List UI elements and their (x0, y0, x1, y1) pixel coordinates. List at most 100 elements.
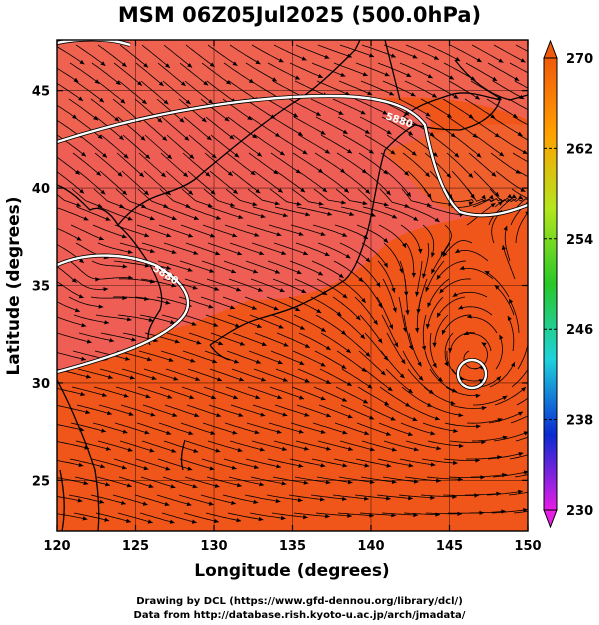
streamline (246, 422, 282, 434)
streamline (361, 44, 397, 58)
streamline (73, 116, 103, 140)
streamline (452, 291, 488, 298)
streamline-arrowhead (257, 152, 262, 157)
streamline (223, 458, 259, 469)
streamline-arrowhead (358, 277, 363, 282)
streamline-arrowhead (281, 481, 287, 486)
streamline-arrowhead (464, 331, 470, 335)
streamline-arrowhead (234, 359, 239, 364)
streamline (112, 494, 148, 506)
streamline (495, 170, 526, 192)
streamline-arrowhead (404, 171, 409, 176)
streamline (227, 116, 258, 139)
streamline (178, 494, 214, 506)
streamline-arrowhead (297, 497, 303, 503)
streamline (318, 404, 353, 419)
streamline (224, 422, 260, 434)
streamline-arrowhead (99, 499, 105, 504)
streamline (313, 188, 346, 204)
streamline-arrowhead (418, 375, 424, 381)
streamline-arrowhead (259, 482, 265, 487)
streamline-arrowhead (368, 149, 374, 154)
streamline-arrowhead (214, 518, 219, 524)
streamline (517, 342, 528, 370)
streamline-arrowhead (425, 172, 430, 177)
streamline-arrowhead (247, 115, 253, 121)
streamline (451, 170, 475, 200)
streamline-arrowhead (122, 429, 128, 434)
streamline-arrowhead (78, 294, 84, 299)
y-tick-label: 35 (32, 280, 50, 295)
streamline-arrowhead (227, 171, 233, 176)
streamline (424, 350, 444, 382)
streamline-arrowhead (209, 268, 215, 273)
streamline (227, 512, 264, 521)
streamline-arrowhead (404, 203, 410, 208)
streamline-arrowhead (342, 397, 347, 402)
streamline-arrowhead (320, 429, 326, 434)
streamline-arrowhead (298, 231, 304, 236)
streamline (200, 296, 236, 310)
streamline (319, 170, 350, 193)
streamline (200, 494, 236, 505)
streamline-arrowhead (214, 483, 220, 488)
streamline-arrowhead (86, 374, 91, 379)
streamline (469, 116, 500, 138)
streamline (314, 350, 347, 370)
streamline-arrowhead (254, 232, 260, 237)
streamline (269, 188, 302, 206)
streamline (222, 296, 257, 310)
streamline-arrowhead (149, 248, 155, 254)
streamline (487, 62, 520, 82)
x-tick-label: 140 (357, 539, 384, 554)
streamline (380, 350, 405, 379)
streamline (359, 512, 396, 516)
streamline-arrowhead (459, 265, 465, 270)
streamline (201, 260, 237, 274)
streamline-arrowhead (187, 267, 193, 272)
streamline (205, 314, 241, 328)
streamline (449, 44, 482, 63)
streamline (185, 440, 221, 453)
streamline (337, 116, 371, 135)
streamline-arrowhead (253, 499, 259, 504)
streamline (430, 134, 460, 158)
streamline (385, 368, 414, 394)
streamline (94, 152, 123, 177)
streamline-arrowhead (185, 203, 191, 208)
coastlines (57, 40, 528, 531)
streamline-arrowhead (496, 376, 501, 381)
streamline (134, 296, 171, 305)
colorbar-max-arrow (543, 39, 558, 59)
streamline (161, 116, 190, 141)
streamline-arrowhead (342, 430, 348, 435)
streamline-arrowhead (81, 151, 86, 157)
streamline (363, 368, 393, 392)
streamline (71, 188, 103, 208)
streamline-arrowhead (232, 61, 238, 66)
streamline-arrowhead (386, 463, 392, 468)
streamline (158, 224, 194, 238)
streamline-arrowhead (121, 234, 127, 239)
streamline-arrowhead (377, 338, 383, 344)
streamline (178, 296, 214, 309)
streamline-arrowhead (299, 325, 305, 330)
streamline-arrowhead (255, 59, 261, 65)
streamline-arrowhead (411, 151, 417, 156)
streamline (312, 422, 348, 435)
streamline-arrowhead (99, 97, 104, 103)
streamline (422, 314, 427, 351)
streamline (139, 314, 176, 324)
streamline (335, 188, 368, 205)
streamline (332, 98, 366, 115)
streamline (93, 188, 125, 208)
streamline (136, 422, 172, 435)
streamline-arrowhead (452, 388, 457, 393)
streamline (513, 510, 528, 514)
streamline-arrowhead (140, 135, 146, 141)
streamline (163, 44, 193, 68)
streamline-arrowhead (387, 386, 393, 391)
streamline-arrowhead (474, 493, 479, 498)
streamline (74, 476, 111, 486)
streamline-arrowhead (147, 519, 153, 524)
